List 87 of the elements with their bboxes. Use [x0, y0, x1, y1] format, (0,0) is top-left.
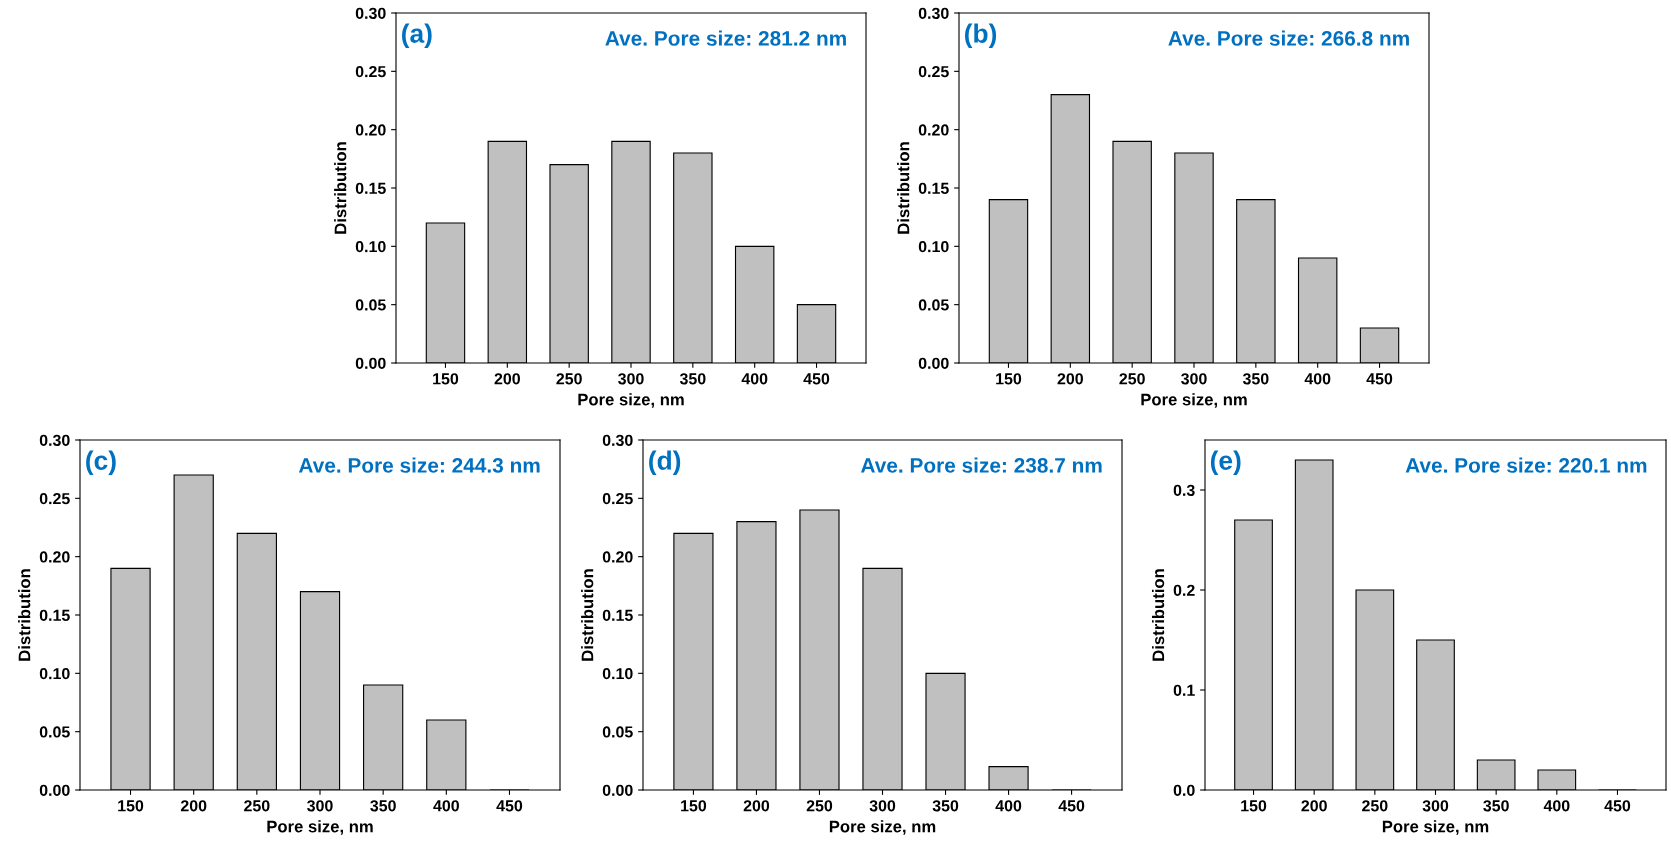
annotation: Ave. Pore size: 220.1 nm — [1405, 457, 1647, 473]
annotation: Ave. Pore size: 244.3 nm — [298, 457, 540, 473]
y-tick-label: 0.30 — [39, 434, 70, 446]
x-axis-title: Pore size, nm — [1382, 820, 1489, 835]
y-tick-label: 0.0 — [1173, 784, 1195, 796]
x-tick-label: 400 — [741, 373, 768, 385]
y-tick-label: 0.15 — [918, 182, 949, 194]
y-axis-title: Distribution — [897, 142, 910, 234]
x-tick-label: 250 — [556, 373, 582, 385]
x-tick-label: 150 — [118, 800, 144, 812]
x-tick-label: 450 — [1366, 373, 1393, 385]
y-tick-label: 0.00 — [602, 784, 633, 796]
y-axis-title: Distribution — [581, 569, 594, 661]
y-axis-title: Distribution — [334, 142, 347, 234]
y-tick-label: 0.25 — [39, 492, 70, 505]
y-axis-title: Distribution — [18, 569, 31, 661]
x-tick-label: 450 — [1058, 800, 1085, 812]
y-tick-label: 0.20 — [918, 124, 949, 136]
y-tick-label: 0.30 — [918, 7, 949, 19]
x-tick-label: 200 — [1057, 373, 1083, 385]
x-tick-label: 250 — [806, 800, 833, 812]
y-tick-label: 0.20 — [602, 551, 633, 563]
x-tick-label: 450 — [496, 800, 523, 812]
x-tick-label: 200 — [494, 373, 520, 385]
y-tick-label: 0.20 — [39, 551, 70, 563]
y-tick-label: 0.00 — [39, 784, 70, 796]
y-tick-label: 0.00 — [355, 357, 386, 369]
x-tick-label: 150 — [1241, 800, 1267, 812]
x-tick-label: 300 — [1181, 373, 1207, 385]
x-tick-label: 250 — [244, 800, 270, 812]
x-tick-label: 350 — [370, 800, 396, 812]
x-tick-label: 300 — [618, 373, 644, 385]
x-tick-label: 150 — [681, 800, 707, 812]
y-tick-label: 0.10 — [39, 667, 70, 680]
y-tick-label: 0.1 — [1173, 684, 1195, 696]
x-tick-label: 200 — [743, 800, 770, 812]
x-tick-label: 400 — [1304, 373, 1331, 385]
annotation: (e) — [1210, 450, 1241, 476]
y-tick-label: 0.15 — [355, 182, 386, 194]
y-tick-label: 0.30 — [602, 434, 633, 446]
y-tick-label: 0.10 — [918, 240, 949, 253]
y-tick-label: 0.05 — [602, 726, 633, 738]
y-tick-label: 0.05 — [355, 299, 386, 311]
annotation: (b) — [965, 23, 997, 49]
x-axis-title: Pore size, nm — [829, 820, 936, 835]
x-tick-label: 450 — [803, 373, 830, 385]
x-tick-label: 350 — [932, 800, 959, 812]
x-tick-label: 150 — [996, 373, 1022, 385]
x-tick-label: 400 — [995, 800, 1022, 812]
x-tick-label: 200 — [180, 800, 207, 812]
x-tick-label: 450 — [1604, 800, 1631, 812]
x-tick-label: 350 — [1483, 800, 1509, 812]
x-axis-title: Pore size, nm — [267, 820, 373, 835]
x-axis-title: Pore size, nm — [578, 393, 684, 408]
y-tick-label: 0.20 — [355, 124, 386, 136]
x-tick-label: 300 — [1422, 800, 1449, 812]
y-axis-title: Distribution — [1151, 569, 1165, 661]
y-tick-label: 0.25 — [918, 65, 949, 78]
annotation: Ave. Pore size: 238.7 nm — [860, 457, 1102, 473]
y-tick-label: 0.15 — [602, 609, 633, 621]
x-tick-label: 300 — [869, 800, 896, 812]
annotation: (a) — [402, 23, 432, 49]
y-tick-label: 0.10 — [355, 240, 386, 253]
y-tick-label: 0.15 — [39, 609, 70, 621]
annotation: Ave. Pore size: 266.8 nm — [1168, 30, 1409, 46]
y-tick-label: 0.25 — [355, 65, 386, 78]
annotation: Ave. Pore size: 281.2 nm — [605, 30, 846, 46]
y-tick-label: 0.3 — [1173, 484, 1195, 496]
annotation: (c) — [86, 450, 116, 476]
x-axis-title: Pore size, nm — [1141, 393, 1247, 408]
y-tick-label: 0.05 — [918, 299, 949, 311]
x-tick-label: 250 — [1119, 373, 1145, 385]
x-tick-label: 350 — [1242, 373, 1269, 385]
x-tick-label: 250 — [1362, 800, 1388, 812]
y-tick-label: 0.05 — [39, 726, 70, 738]
annotation: (d) — [649, 450, 681, 476]
x-tick-label: 400 — [433, 800, 459, 812]
x-tick-label: 200 — [1301, 800, 1327, 812]
x-tick-label: 300 — [307, 800, 333, 812]
y-tick-label: 0.2 — [1173, 584, 1195, 596]
y-tick-label: 0.30 — [355, 7, 386, 19]
y-tick-label: 0.00 — [918, 357, 949, 369]
x-tick-label: 350 — [679, 373, 706, 385]
x-tick-label: 150 — [433, 373, 459, 385]
x-tick-label: 400 — [1543, 800, 1570, 812]
y-tick-label: 0.25 — [602, 492, 633, 505]
y-tick-label: 0.10 — [602, 667, 633, 680]
